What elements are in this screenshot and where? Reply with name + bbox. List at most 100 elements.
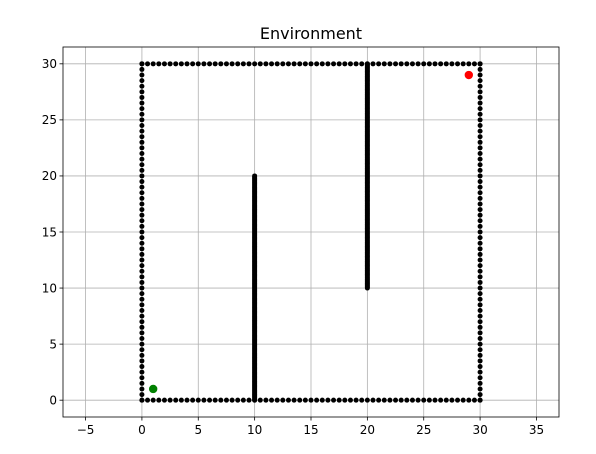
obstacle-point bbox=[364, 61, 370, 67]
obstacle-point bbox=[145, 397, 151, 403]
obstacle-point bbox=[139, 78, 145, 84]
obstacle-point bbox=[477, 324, 483, 330]
obstacle-point bbox=[376, 397, 382, 403]
obstacle-point bbox=[421, 61, 427, 67]
obstacle-point bbox=[139, 184, 145, 190]
obstacle-point bbox=[477, 173, 483, 179]
obstacle-points bbox=[139, 61, 483, 403]
obstacle-point bbox=[308, 397, 314, 403]
obstacle-point bbox=[173, 61, 179, 67]
obstacle-point bbox=[161, 397, 167, 403]
obstacle-point bbox=[471, 61, 477, 67]
obstacle-point bbox=[477, 128, 483, 134]
obstacle-point bbox=[432, 397, 438, 403]
obstacle-point bbox=[477, 134, 483, 140]
obstacle-point bbox=[364, 397, 370, 403]
obstacle-point bbox=[139, 369, 145, 375]
obstacle-point bbox=[269, 397, 275, 403]
obstacle-point bbox=[477, 296, 483, 302]
obstacle-point bbox=[173, 397, 179, 403]
obstacle-point bbox=[359, 61, 365, 67]
obstacle-point bbox=[359, 397, 365, 403]
obstacle-point bbox=[477, 151, 483, 157]
obstacle-point bbox=[139, 358, 145, 364]
obstacle-point bbox=[319, 397, 325, 403]
obstacle-point bbox=[477, 72, 483, 78]
obstacle-point bbox=[139, 173, 145, 179]
obstacle-point bbox=[477, 111, 483, 117]
chart-title: Environment bbox=[260, 24, 362, 43]
obstacle-point bbox=[387, 61, 393, 67]
obstacle-point bbox=[477, 240, 483, 246]
obstacle-point bbox=[139, 336, 145, 342]
obstacle-point bbox=[477, 94, 483, 100]
obstacle-point bbox=[184, 397, 190, 403]
obstacle-point bbox=[139, 207, 145, 213]
obstacle-point bbox=[477, 380, 483, 386]
obstacle-point bbox=[139, 89, 145, 95]
obstacle-point bbox=[139, 251, 145, 257]
obstacle-point bbox=[443, 61, 449, 67]
obstacle-point bbox=[314, 397, 320, 403]
obstacle-point bbox=[466, 397, 472, 403]
obstacle-point bbox=[347, 397, 353, 403]
obstacle-point bbox=[325, 397, 331, 403]
obstacle-point bbox=[139, 66, 145, 72]
y-tick-label: 30 bbox=[42, 57, 57, 71]
y-tick-label: 5 bbox=[49, 337, 57, 351]
obstacle-point bbox=[139, 291, 145, 297]
obstacle-point bbox=[139, 279, 145, 285]
obstacle-point bbox=[404, 61, 410, 67]
obstacle-point bbox=[167, 61, 173, 67]
obstacle-point bbox=[398, 397, 404, 403]
obstacle-point bbox=[235, 397, 241, 403]
obstacle-point bbox=[167, 397, 173, 403]
obstacle-point bbox=[139, 201, 145, 207]
obstacle-point bbox=[477, 223, 483, 229]
obstacle-point bbox=[201, 397, 207, 403]
obstacle-point bbox=[178, 61, 184, 67]
obstacle-point bbox=[342, 397, 348, 403]
obstacle-point bbox=[139, 296, 145, 302]
obstacle-point bbox=[240, 397, 246, 403]
obstacle-point bbox=[426, 61, 432, 67]
obstacle-point bbox=[376, 61, 382, 67]
obstacle-point bbox=[302, 61, 308, 67]
obstacle-point bbox=[381, 397, 387, 403]
obstacle-point bbox=[477, 392, 483, 398]
obstacle-point bbox=[291, 61, 297, 67]
obstacle-point bbox=[331, 61, 337, 67]
obstacle-point bbox=[477, 235, 483, 241]
y-tick-label: 20 bbox=[42, 169, 57, 183]
obstacle-point bbox=[477, 302, 483, 308]
obstacle-point bbox=[150, 61, 156, 67]
obstacle-point bbox=[178, 397, 184, 403]
obstacle-point bbox=[263, 61, 269, 67]
obstacle-point bbox=[139, 212, 145, 218]
obstacle-point bbox=[308, 61, 314, 67]
obstacle-point bbox=[229, 397, 235, 403]
obstacle-point bbox=[477, 319, 483, 325]
x-tick-label: 0 bbox=[138, 423, 146, 437]
obstacle-point bbox=[235, 61, 241, 67]
obstacle-point bbox=[139, 122, 145, 128]
obstacle-point bbox=[246, 61, 252, 67]
obstacle-point bbox=[291, 397, 297, 403]
obstacle-point bbox=[139, 240, 145, 246]
obstacle-point bbox=[139, 145, 145, 151]
obstacle-point bbox=[139, 195, 145, 201]
obstacle-point bbox=[477, 285, 483, 291]
x-tick-label: 5 bbox=[194, 423, 202, 437]
obstacle-point bbox=[477, 106, 483, 112]
obstacle-point bbox=[409, 397, 415, 403]
obstacle-point bbox=[477, 156, 483, 162]
x-tick-label: 35 bbox=[529, 423, 544, 437]
obstacle-point bbox=[139, 307, 145, 313]
obstacle-point bbox=[477, 190, 483, 196]
obstacle-point bbox=[432, 61, 438, 67]
obstacle-point bbox=[336, 397, 342, 403]
obstacle-point bbox=[477, 201, 483, 207]
obstacle-point bbox=[156, 397, 162, 403]
obstacle-point bbox=[477, 386, 483, 392]
obstacle-point bbox=[393, 61, 399, 67]
